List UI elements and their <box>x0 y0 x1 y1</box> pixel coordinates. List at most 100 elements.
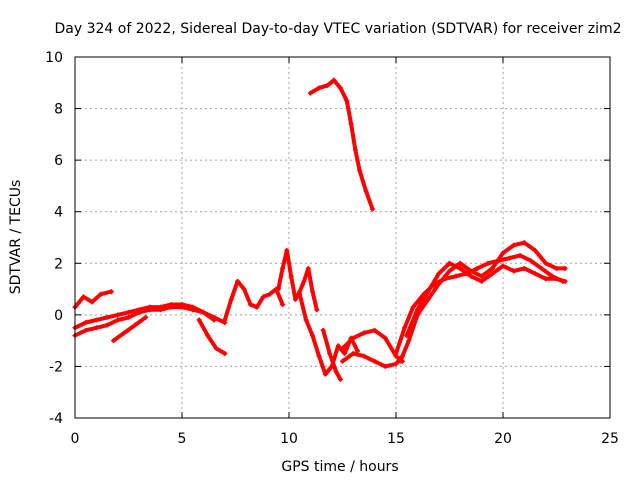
data-point <box>158 304 164 310</box>
y-tick-label: 4 <box>54 205 63 221</box>
series-trace <box>308 78 375 212</box>
data-point <box>436 281 442 287</box>
data-point <box>369 206 375 212</box>
data-point <box>93 325 99 331</box>
series-trace <box>73 289 114 310</box>
data-point <box>363 188 369 194</box>
y-tick-label: 8 <box>54 102 63 118</box>
series-trace <box>297 292 360 377</box>
x-tick-label: 20 <box>494 431 512 447</box>
data-point <box>331 77 337 83</box>
data-point <box>98 291 104 297</box>
data-point <box>132 322 138 328</box>
chart-title: Day 324 of 2022, Sidereal Day-to-day VTE… <box>55 21 622 37</box>
data-point <box>267 291 273 297</box>
data-point <box>485 260 491 266</box>
data-point <box>382 335 388 341</box>
data-point <box>213 345 219 351</box>
data-point <box>280 302 286 308</box>
data-point <box>143 314 149 320</box>
data-series <box>72 77 568 382</box>
data-point <box>211 317 217 323</box>
grid-lines <box>75 57 610 418</box>
data-point <box>307 90 313 96</box>
data-point <box>457 260 463 266</box>
data-point <box>393 361 399 367</box>
data-point <box>350 351 356 357</box>
data-point <box>310 289 316 295</box>
y-tick-label: 6 <box>54 153 63 169</box>
data-point <box>260 294 266 300</box>
data-point <box>222 351 228 357</box>
series-trace <box>404 261 568 338</box>
data-point <box>521 265 527 271</box>
data-point <box>301 278 307 284</box>
series-trace <box>222 279 285 322</box>
data-point <box>543 260 549 266</box>
data-point <box>404 332 410 338</box>
data-point <box>200 309 206 315</box>
data-point <box>310 332 316 338</box>
data-point <box>352 147 358 153</box>
data-point <box>468 273 474 279</box>
x-tick-label: 15 <box>387 431 405 447</box>
data-point <box>500 250 506 256</box>
data-point <box>83 327 89 333</box>
data-point <box>104 314 110 320</box>
data-point <box>361 330 367 336</box>
data-point <box>89 299 95 305</box>
series-trace <box>398 240 568 364</box>
data-point <box>410 304 416 310</box>
data-point <box>288 273 294 279</box>
y-tick-label: 0 <box>54 308 63 324</box>
x-tick-label: 25 <box>601 431 619 447</box>
data-point <box>382 363 388 369</box>
data-point <box>562 278 568 284</box>
series-recovery-b <box>397 240 568 364</box>
y-tick-label: -4 <box>49 411 63 427</box>
series-trace <box>111 315 148 343</box>
series-noon-spike <box>307 77 375 212</box>
data-point <box>468 268 474 274</box>
data-point <box>517 253 523 259</box>
data-point <box>284 247 290 253</box>
data-point <box>511 268 517 274</box>
data-point <box>115 312 121 318</box>
data-point <box>168 302 174 308</box>
data-point <box>254 304 260 310</box>
data-point <box>305 265 311 271</box>
data-point <box>104 322 110 328</box>
data-point <box>489 265 495 271</box>
series-night-middle <box>72 302 217 331</box>
series-night-dip <box>111 314 149 344</box>
data-point <box>205 332 211 338</box>
data-point <box>337 376 343 382</box>
data-point <box>532 247 538 253</box>
data-point <box>474 265 480 271</box>
data-point <box>126 309 131 315</box>
series-noon-deep <box>320 327 343 382</box>
data-point <box>322 371 328 377</box>
data-point <box>453 273 459 279</box>
data-point <box>333 369 339 375</box>
y-tick-label: 10 <box>45 50 63 66</box>
data-point <box>280 265 286 271</box>
data-point <box>108 289 114 295</box>
data-point <box>447 268 452 274</box>
data-point <box>372 327 378 333</box>
data-point <box>136 307 142 313</box>
data-point <box>532 271 538 277</box>
data-point <box>190 304 196 310</box>
data-point <box>316 353 322 359</box>
data-point <box>297 291 303 297</box>
data-point <box>342 351 348 357</box>
data-point <box>340 358 345 364</box>
data-point <box>500 263 506 269</box>
y-tick-label: -2 <box>49 359 63 375</box>
data-point <box>316 85 322 91</box>
data-point <box>81 294 87 300</box>
series-dawn-rise <box>222 278 286 323</box>
data-point <box>126 314 131 320</box>
data-point <box>479 278 485 284</box>
